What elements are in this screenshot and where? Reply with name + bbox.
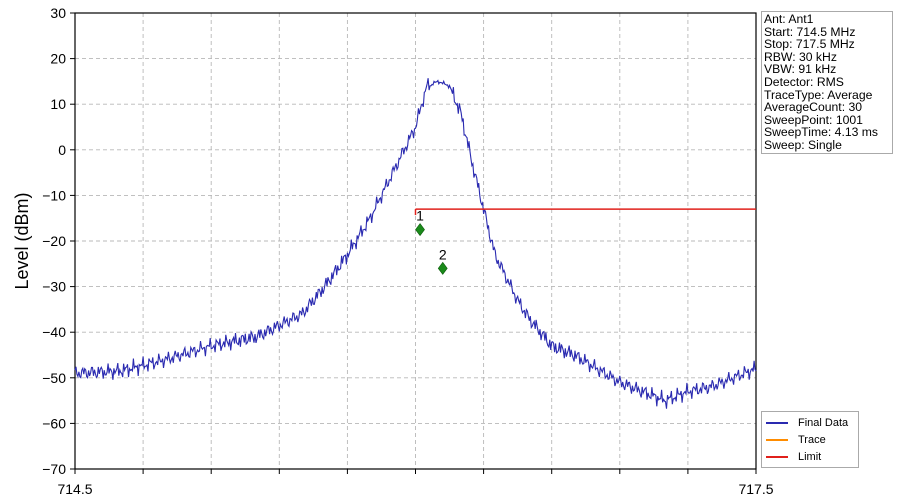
info-antenna: Ant: Ant1: [764, 12, 814, 26]
legend-label-final-data: Final Data: [798, 417, 849, 429]
y-tick-label: −10: [42, 187, 66, 203]
measurement-info-box: Ant: Ant1 Start: 714.5 MHz Stop: 717.5 M…: [761, 11, 893, 154]
y-tick-label: 10: [50, 96, 66, 112]
y-tick-label: −60: [42, 415, 66, 431]
y-tick-label: −50: [42, 370, 66, 386]
y-tick-label: −40: [42, 324, 66, 340]
y-tick-label: 0: [58, 142, 66, 158]
legend-item-trace: Trace: [766, 433, 826, 447]
legend-label-limit: Limit: [798, 451, 822, 463]
y-tick-label: −20: [42, 233, 66, 249]
info-sweep-time: SweepTime: 4.13 ms: [764, 125, 879, 140]
info-start: Start: 714.5 MHz: [764, 24, 856, 39]
info-rbw: RBW: 30 kHz: [764, 49, 837, 64]
y-tick-label: 20: [50, 51, 66, 67]
y-axis-ticks: 30 20 10 0 −10 −20 −30 −40 −50 −60 −70: [42, 5, 75, 477]
info-sweep-point: SweepPoint: 1001: [764, 112, 863, 127]
series-layer: [74, 78, 757, 409]
info-stop: Stop: 717.5 MHz: [764, 37, 855, 52]
info-average-count: AverageCount: 30: [764, 100, 863, 115]
legend-swatch-limit: [766, 456, 788, 458]
legend-swatch-final-data: [766, 422, 788, 424]
legend-item-limit: Limit: [766, 450, 821, 464]
marker-layer: 12: [415, 208, 448, 275]
marker-2: [437, 261, 448, 275]
x-tick-label-end: 717.5: [738, 481, 773, 497]
legend-swatch-trace: [766, 439, 788, 441]
marker-1: [415, 223, 425, 237]
series-final-data: [74, 78, 757, 409]
grid: [75, 12, 756, 470]
x-axis-ticks: 714.5 717.5: [57, 469, 774, 497]
y-tick-label: −70: [42, 461, 66, 477]
info-vbw: VBW: 91 kHz: [764, 62, 837, 77]
legend: Final Data Trace Limit: [761, 411, 859, 468]
x-tick-label-start: 714.5: [57, 481, 92, 497]
legend-label-trace: Trace: [798, 434, 826, 446]
marker-label-2: 2: [439, 246, 447, 262]
y-tick-label: −30: [42, 279, 66, 295]
y-tick-label: 30: [50, 5, 66, 21]
marker-label-1: 1: [416, 208, 424, 224]
legend-item-final-data: Final Data: [766, 416, 848, 430]
info-sweep: Sweep: Single: [764, 137, 842, 152]
info-trace-type: TraceType: Average: [764, 87, 873, 102]
info-detector: Detector: RMS: [764, 74, 844, 89]
y-axis-title: Level (dBm): [12, 192, 32, 289]
